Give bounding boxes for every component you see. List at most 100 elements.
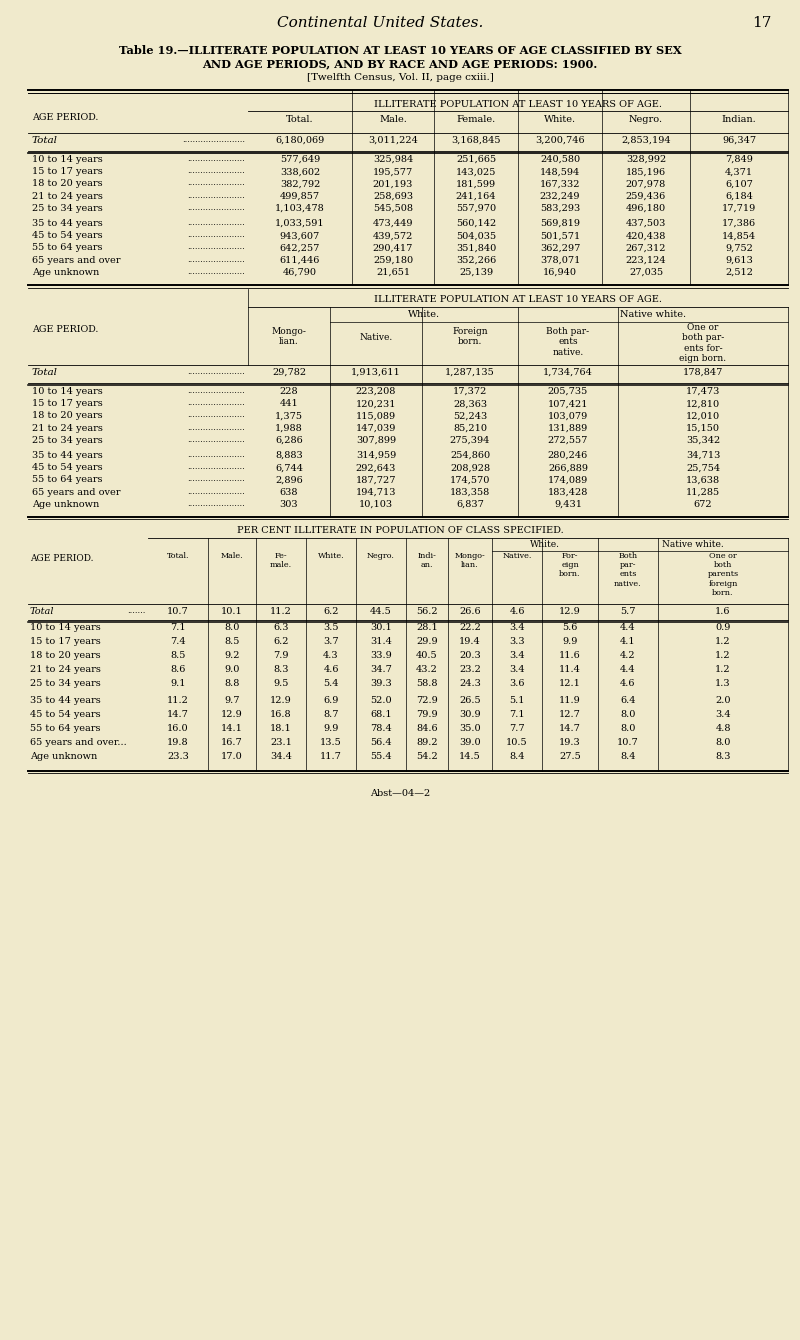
Text: 307,899: 307,899: [356, 436, 396, 445]
Text: 1.6: 1.6: [715, 607, 730, 616]
Text: Negro.: Negro.: [367, 552, 395, 560]
Text: 6.3: 6.3: [274, 623, 289, 632]
Text: 79.9: 79.9: [416, 710, 438, 720]
Text: 21 to 24 years: 21 to 24 years: [32, 192, 103, 201]
Text: Negro.: Negro.: [629, 115, 663, 125]
Text: 504,035: 504,035: [456, 232, 496, 240]
Text: 267,312: 267,312: [626, 244, 666, 252]
Text: 16.8: 16.8: [270, 710, 292, 720]
Text: 185,196: 185,196: [626, 168, 666, 176]
Text: 8.6: 8.6: [170, 665, 186, 674]
Text: 352,266: 352,266: [456, 256, 496, 264]
Text: 10,103: 10,103: [359, 500, 393, 509]
Text: 314,959: 314,959: [356, 452, 396, 460]
Text: 12,010: 12,010: [686, 411, 720, 421]
Text: 46,790: 46,790: [283, 268, 317, 277]
Text: 583,293: 583,293: [540, 204, 580, 213]
Text: White.: White.: [530, 540, 560, 549]
Text: 17,719: 17,719: [722, 204, 756, 213]
Text: 3.3: 3.3: [509, 636, 525, 646]
Text: White.: White.: [408, 310, 440, 319]
Text: 89.2: 89.2: [416, 738, 438, 746]
Text: Male.: Male.: [379, 115, 407, 125]
Text: ......................: ......................: [187, 369, 245, 377]
Text: 0.9: 0.9: [715, 623, 730, 632]
Text: 8.4: 8.4: [510, 752, 525, 761]
Text: 2,853,194: 2,853,194: [621, 135, 671, 145]
Text: 6.4: 6.4: [620, 695, 636, 705]
Text: 223,208: 223,208: [356, 387, 396, 397]
Text: 18 to 20 years: 18 to 20 years: [32, 411, 102, 421]
Text: 12.9: 12.9: [221, 710, 243, 720]
Text: 207,978: 207,978: [626, 180, 666, 189]
Text: 147,039: 147,039: [356, 423, 396, 433]
Text: 638: 638: [280, 488, 298, 497]
Text: 201,193: 201,193: [373, 180, 413, 189]
Text: 21 to 24 years: 21 to 24 years: [32, 423, 103, 433]
Text: 65 years and over: 65 years and over: [32, 256, 121, 264]
Text: ......................: ......................: [187, 232, 245, 240]
Text: 43.2: 43.2: [416, 665, 438, 674]
Text: 545,508: 545,508: [373, 204, 413, 213]
Text: Mongo-
lian.: Mongo- lian.: [271, 327, 306, 347]
Text: 148,594: 148,594: [540, 168, 580, 176]
Text: 8.3: 8.3: [274, 665, 289, 674]
Text: Age unknown: Age unknown: [30, 752, 98, 761]
Text: 292,643: 292,643: [356, 464, 396, 472]
Text: 382,792: 382,792: [280, 180, 320, 189]
Text: 7.1: 7.1: [509, 710, 525, 720]
Text: 25 to 34 years: 25 to 34 years: [30, 679, 101, 687]
Text: 569,819: 569,819: [540, 218, 580, 228]
Text: 183,428: 183,428: [548, 488, 588, 497]
Text: 25 to 34 years: 25 to 34 years: [32, 436, 102, 445]
Text: 55 to 64 years: 55 to 64 years: [32, 476, 102, 484]
Text: 103,079: 103,079: [548, 411, 588, 421]
Text: 65 years and over: 65 years and over: [32, 488, 121, 497]
Text: 439,572: 439,572: [373, 232, 413, 240]
Text: ......................: ......................: [187, 464, 245, 472]
Text: 25,754: 25,754: [686, 464, 720, 472]
Text: 280,246: 280,246: [548, 452, 588, 460]
Text: 6.2: 6.2: [323, 607, 338, 616]
Text: 35.0: 35.0: [459, 724, 481, 733]
Text: 473,449: 473,449: [373, 218, 414, 228]
Text: Continental United States.: Continental United States.: [277, 16, 483, 29]
Text: 174,570: 174,570: [450, 476, 490, 484]
Text: 351,840: 351,840: [456, 244, 496, 252]
Text: 16,940: 16,940: [543, 268, 577, 277]
Text: 6,286: 6,286: [275, 436, 303, 445]
Text: 11.6: 11.6: [559, 651, 581, 661]
Text: 72.9: 72.9: [416, 695, 438, 705]
Text: 560,142: 560,142: [456, 218, 496, 228]
Text: 20.3: 20.3: [459, 651, 481, 661]
Text: 8.8: 8.8: [224, 679, 240, 687]
Text: 14.7: 14.7: [167, 710, 189, 720]
Text: ILLITERATE POPULATION AT LEAST 10 YEARS OF AGE.: ILLITERATE POPULATION AT LEAST 10 YEARS …: [374, 295, 662, 304]
Text: 7.9: 7.9: [274, 651, 289, 661]
Text: 2,512: 2,512: [725, 268, 753, 277]
Text: 10 to 14 years: 10 to 14 years: [32, 155, 102, 163]
Text: 11.4: 11.4: [559, 665, 581, 674]
Text: 34.7: 34.7: [370, 665, 392, 674]
Text: 1,287,135: 1,287,135: [445, 369, 495, 377]
Text: 2,896: 2,896: [275, 476, 303, 484]
Text: 5.7: 5.7: [620, 607, 636, 616]
Text: 7.4: 7.4: [170, 636, 186, 646]
Text: ......................: ......................: [187, 500, 245, 508]
Text: 642,257: 642,257: [280, 244, 320, 252]
Text: 12.1: 12.1: [559, 679, 581, 687]
Text: 8.0: 8.0: [620, 710, 636, 720]
Text: 3.4: 3.4: [509, 665, 525, 674]
Text: ......................: ......................: [187, 244, 245, 252]
Text: One or
both par-
ents for-
eign born.: One or both par- ents for- eign born.: [679, 323, 726, 363]
Text: 8.0: 8.0: [620, 724, 636, 733]
Text: For-
eign
born.: For- eign born.: [559, 552, 581, 579]
Text: 208,928: 208,928: [450, 464, 490, 472]
Text: 15,150: 15,150: [686, 423, 720, 433]
Text: 1.2: 1.2: [715, 651, 731, 661]
Text: 12,810: 12,810: [686, 399, 720, 409]
Text: White.: White.: [318, 552, 344, 560]
Text: 4.1: 4.1: [620, 636, 636, 646]
Text: 1,103,478: 1,103,478: [275, 204, 325, 213]
Text: 17.0: 17.0: [221, 752, 243, 761]
